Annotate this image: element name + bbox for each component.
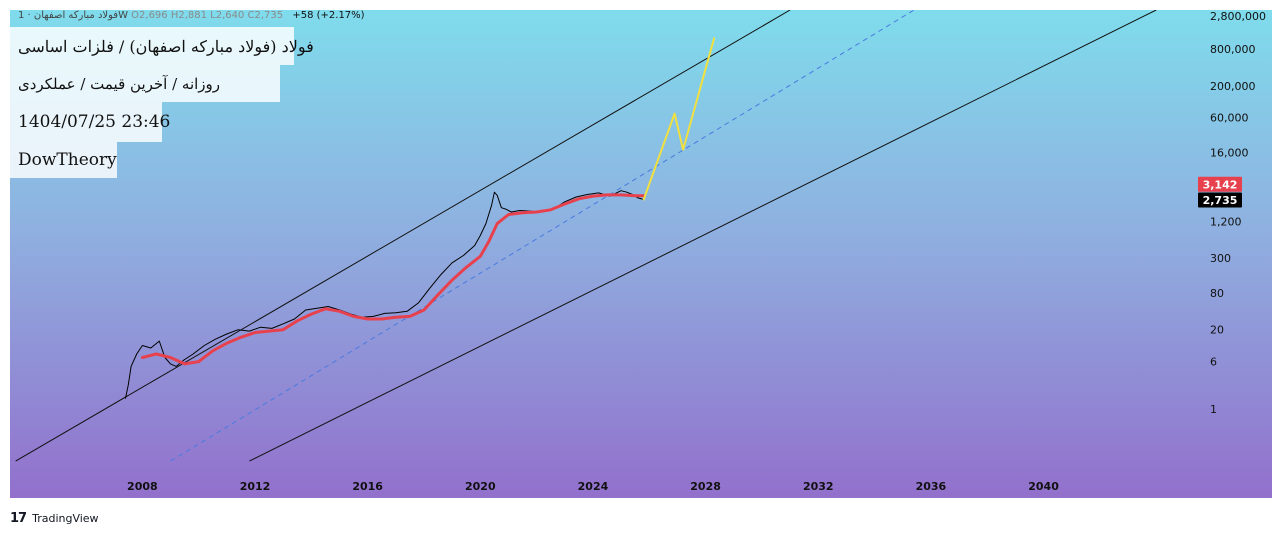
y-tick-label: 16,000 <box>1210 147 1249 160</box>
channel-midline <box>170 10 915 462</box>
y-tick-label: 80 <box>1210 287 1224 300</box>
x-tick-label: 2028 <box>690 480 721 493</box>
trend-channel[interactable] <box>15 10 1157 462</box>
x-tick-label: 2012 <box>240 480 271 493</box>
channel-lower-line <box>249 10 1157 462</box>
y-tick-label: 1,200 <box>1210 215 1242 228</box>
x-tick-label: 2016 <box>352 480 383 493</box>
footer[interactable]: 17 TradingView <box>10 508 99 528</box>
projection-line <box>642 37 716 201</box>
x-tick-label: 2008 <box>127 480 158 493</box>
x-tick-label: 2024 <box>578 480 609 493</box>
x-tick-label: 2036 <box>916 480 947 493</box>
footer-brand: TradingView <box>32 511 99 525</box>
y-tick-label: 2,800,000 <box>1210 10 1266 23</box>
x-tick-label: 2032 <box>803 480 834 493</box>
y-tick-label: 60,000 <box>1210 112 1249 125</box>
y-tick-label: 20 <box>1210 324 1224 337</box>
price-badge-bg <box>1198 176 1242 192</box>
chart-panel[interactable]: 2,800,000 800,000 200,000 60,000 16,000 1,200… <box>10 10 1272 498</box>
price-badge-label: 2,735 <box>1203 194 1238 207</box>
title-line-author: DowTheory <box>10 142 117 178</box>
y-tick-label: 1 <box>1210 403 1217 416</box>
y-tick-label: 200,000 <box>1210 80 1256 93</box>
title-line-settings: روزانه / آخرین قیمت / عملکردی <box>10 65 280 102</box>
price-badge-bg <box>1198 192 1242 208</box>
tradingview-logo-icon: 17 <box>10 510 27 526</box>
y-tick-label: 800,000 <box>1210 43 1256 56</box>
x-axis[interactable]: 2008 2012 2016 2020 2024 2028 2032 2036 2040 <box>127 480 1059 493</box>
y-tick-label: 6 <box>1210 356 1217 369</box>
series-layer <box>125 37 716 399</box>
price-badges: 3,142 2,735 <box>1198 176 1242 208</box>
moving-average-line <box>140 193 646 366</box>
legend-change: +58 (+2.17%) <box>292 10 365 21</box>
legend-symbol: فولاد مبارکه اصفهان · 1W <box>18 10 128 21</box>
title-line-datetime: 1404/07/25 23:46 <box>10 102 170 142</box>
price-line <box>125 190 645 399</box>
symbol-legend: فولاد مبارکه اصفهان · 1W O2,696 H2,881 L… <box>18 10 365 21</box>
price-badge-label: 3,142 <box>1203 178 1238 191</box>
y-axis[interactable]: 2,800,000 800,000 200,000 60,000 16,000 1,200… <box>1210 10 1266 416</box>
x-tick-label: 2020 <box>465 480 496 493</box>
legend-ohlc: O2,696 H2,881 L2,640 C2,735 <box>131 10 284 21</box>
x-tick-label: 2040 <box>1028 480 1059 493</box>
price-badge: 2,735 <box>1198 192 1242 208</box>
title-line-symbol: فولاد (فولاد مبارکه اصفهان) / فلزات اساس… <box>10 27 314 65</box>
price-chart[interactable]: 2,800,000 800,000 200,000 60,000 16,000 1,200… <box>10 10 1272 498</box>
y-tick-label: 300 <box>1210 252 1231 265</box>
channel-upper-line <box>15 10 791 462</box>
price-badge: 3,142 <box>1198 176 1242 192</box>
